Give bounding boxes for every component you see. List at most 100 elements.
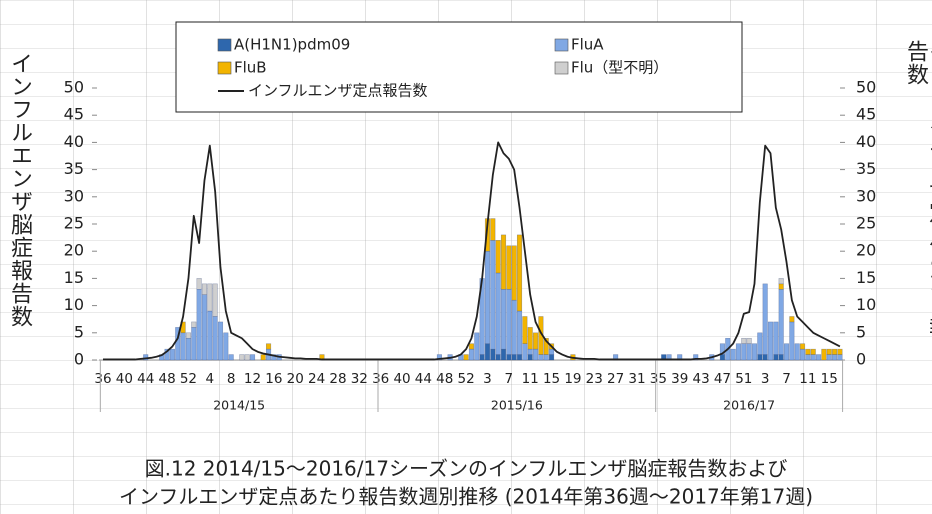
x-tick-label: 28 <box>329 371 346 387</box>
y2-tick-label: 20 <box>856 241 876 260</box>
bar-segment <box>757 354 763 361</box>
bar-segment <box>175 327 181 361</box>
bar-segment <box>805 348 811 355</box>
bar-segment <box>239 354 245 361</box>
x-tick-label: 27 <box>607 371 624 387</box>
bar-segment <box>778 354 784 361</box>
bar-segment <box>201 294 208 361</box>
x-tick-label: 12 <box>244 371 261 387</box>
legend-box <box>175 21 743 113</box>
legend-label: FluA <box>571 36 604 54</box>
bar-segment <box>746 337 752 344</box>
x-tick-label: 24 <box>308 371 325 387</box>
bar-segment <box>741 337 747 344</box>
bar-segment <box>816 354 822 361</box>
x-tick-label: 36 <box>94 371 111 387</box>
bar-segment <box>810 348 816 355</box>
y-tick-label: 20 <box>64 241 84 260</box>
bar-segment <box>500 348 507 361</box>
bar-segment <box>479 354 485 361</box>
bar-segment <box>532 332 539 350</box>
x-tick-label: 7 <box>782 371 791 387</box>
bar-segment <box>693 354 699 361</box>
bar-segment <box>490 348 496 361</box>
x-tick-label: 52 <box>458 371 475 387</box>
bar-segment <box>773 321 779 355</box>
bar-segment <box>837 354 843 361</box>
bar-segment <box>207 310 213 361</box>
x-tick-label: 44 <box>137 371 154 387</box>
x-tick-label: 40 <box>116 371 133 387</box>
x-tick-label: 47 <box>714 371 731 387</box>
bar-segment <box>506 245 512 290</box>
bar-segment <box>463 354 469 361</box>
season-label: 2014/15 <box>213 398 265 413</box>
season-label: 2015/16 <box>491 398 543 413</box>
y-tick-label: 5 <box>74 322 84 341</box>
bar-segment <box>735 343 742 361</box>
y2-tick-label: 0 <box>856 350 866 369</box>
y-tick-label: 15 <box>64 268 84 287</box>
bar-segment <box>543 337 549 355</box>
bar-segment <box>778 283 784 290</box>
y-tick-label: 50 <box>64 78 84 97</box>
x-tick-label: 52 <box>180 371 197 387</box>
bar-segment <box>468 348 475 361</box>
x-tick-label: 32 <box>351 371 368 387</box>
bar-segment <box>826 348 832 355</box>
bar-segment <box>778 278 784 285</box>
bar-segment <box>837 348 843 355</box>
bar-segment <box>789 316 795 323</box>
y2-tick-label: 50 <box>856 78 876 97</box>
bar-segment <box>522 343 528 361</box>
x-tick-label: 43 <box>692 371 709 387</box>
x-tick-label: 15 <box>543 371 560 387</box>
x-tick-label: 44 <box>415 371 432 387</box>
y-tick-label: 25 <box>64 214 84 233</box>
x-tick-label: 39 <box>671 371 688 387</box>
season-label: 2016/17 <box>723 398 775 413</box>
y-tick-label: 10 <box>64 295 84 314</box>
x-tick-label: 3 <box>483 371 492 387</box>
bar-segment <box>500 234 507 290</box>
bar-segment <box>223 332 229 361</box>
bar-segment <box>532 348 539 361</box>
y-tick-label: 30 <box>64 186 84 205</box>
bar-segment <box>191 321 197 328</box>
x-tick-label: 35 <box>650 371 667 387</box>
bar-segment <box>538 354 544 361</box>
x-tick-label: 11 <box>799 371 816 387</box>
legend-label: Flu（型不明） <box>571 59 668 77</box>
bar-segment <box>474 332 480 361</box>
bar-segment <box>527 354 533 361</box>
bar-segment <box>207 283 213 312</box>
bar-segment <box>495 240 501 274</box>
y2-tick-label: 40 <box>856 132 876 151</box>
x-tick-label: 31 <box>628 371 645 387</box>
legend-swatch <box>554 38 569 52</box>
bar-segment <box>762 283 768 355</box>
bar-segment <box>196 289 202 361</box>
x-tick-label: 16 <box>265 371 282 387</box>
x-tick-label: 51 <box>735 371 752 387</box>
bar-segment <box>260 354 266 361</box>
bar-segment <box>191 327 197 361</box>
x-tick-label: 20 <box>287 371 304 387</box>
chart-title: 図.12 2014/15～2016/17シーズンのインフルエンザ脳症報告数および <box>145 457 788 481</box>
bar-segment <box>271 354 277 361</box>
bar-segment <box>169 348 175 361</box>
bar-segment <box>265 343 272 350</box>
y-tick-label: 0 <box>74 350 84 369</box>
bar-segment <box>511 299 517 355</box>
bar-segment <box>773 354 779 361</box>
bar-segment <box>719 343 725 355</box>
bar-segment <box>527 348 533 355</box>
bar-segment <box>789 321 795 361</box>
bar-segment <box>228 354 234 361</box>
bar-segment <box>527 327 533 350</box>
x-tick-label: 4 <box>206 371 215 387</box>
y2-tick-label: 15 <box>856 268 876 287</box>
bar-segment <box>484 250 491 344</box>
